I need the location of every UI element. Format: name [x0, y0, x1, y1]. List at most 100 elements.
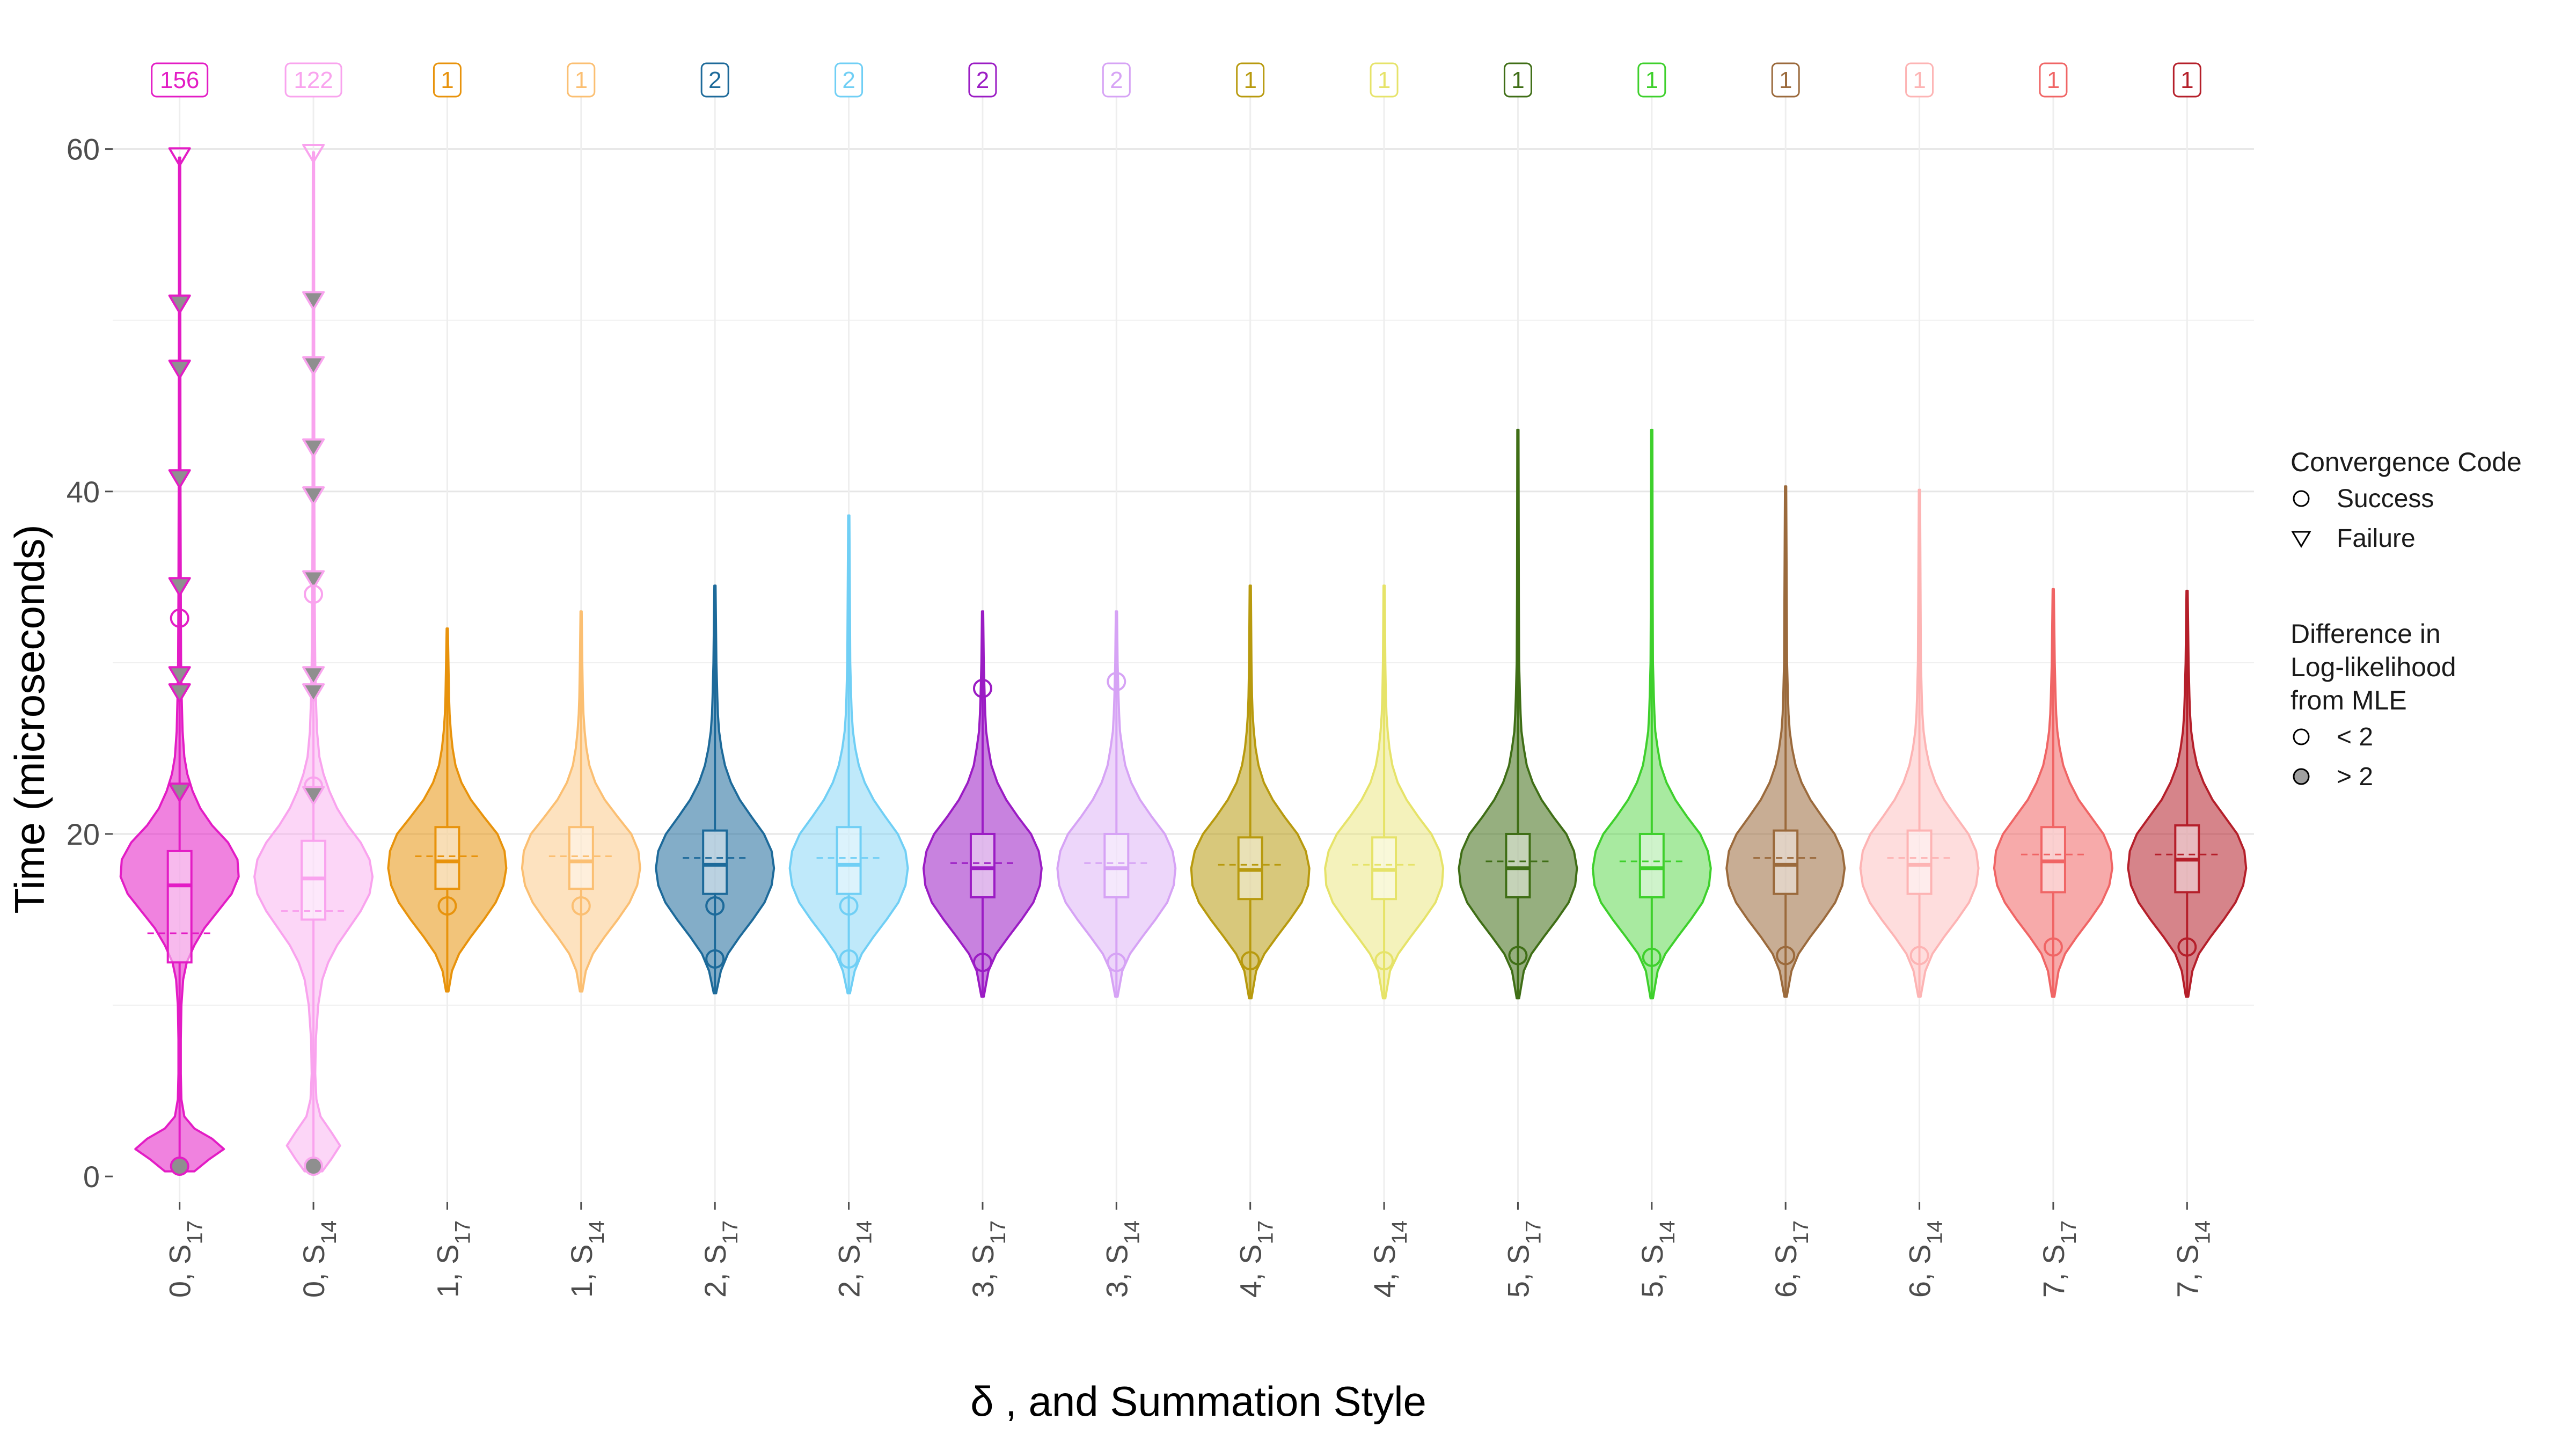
count-label: 1 [2047, 67, 2060, 93]
outlier-point [302, 486, 325, 506]
grid [113, 80, 2254, 1202]
count-badge [1236, 62, 1265, 98]
count-badge [2039, 62, 2068, 98]
x-tick-delta: 3, S [1100, 1245, 1133, 1298]
box [836, 826, 862, 895]
y-tick-label: 40 [67, 475, 100, 509]
x-tick-label: 3, S17 [966, 1220, 1010, 1298]
count-label: 1 [575, 67, 588, 93]
x-tick-label: 7, S14 [2170, 1220, 2214, 1298]
x-tick-style: 14 [1923, 1220, 1947, 1245]
outlier-point [302, 786, 325, 806]
x-tick-style: 14 [2191, 1220, 2214, 1245]
x-tick-label: 2, S17 [698, 1220, 742, 1298]
x-tick-style: 17 [1254, 1220, 1278, 1245]
x-tick-label: 5, S17 [1501, 1220, 1545, 1298]
legend-title-convergence: Convergence Code [2290, 447, 2522, 477]
outlier-point [302, 683, 325, 703]
x-tick-delta: 1, S [565, 1245, 598, 1298]
outlier-point [2177, 937, 2197, 957]
outlier-point [302, 570, 325, 590]
outlier-point [168, 683, 191, 703]
x-tick-label: 0, S14 [297, 1220, 341, 1298]
outlier-point [170, 608, 189, 628]
count-badge [1503, 62, 1532, 98]
outlier-point [1107, 953, 1126, 972]
count-labels: 156 122 1 1 2 2 2 2 1 1 1 1 1 1 1 1 [151, 62, 2201, 98]
outlier-point [1107, 671, 1126, 691]
open-circle-icon [2290, 723, 2331, 751]
count-label: 2 [976, 67, 989, 93]
filled-circle-icon [2290, 763, 2331, 791]
outlier-point [302, 356, 325, 376]
y-axis-title: Time (microseconds) [6, 524, 53, 913]
x-axis-title: δ , and Summation Style [970, 1378, 1426, 1425]
circle-icon [2290, 485, 2331, 513]
outlier-point [168, 147, 191, 167]
count-label: 1 [1511, 67, 1524, 93]
x-tick-label: 6, S17 [1769, 1220, 1813, 1298]
x-tick-delta: 7, S [2037, 1245, 2070, 1298]
x-tick-label: 1, S17 [430, 1220, 474, 1298]
y-tick-label: 60 [67, 133, 100, 166]
x-tick-style: 14 [853, 1220, 876, 1245]
count-badge [700, 62, 729, 98]
outlier-point [437, 896, 457, 916]
count-label: 2 [842, 67, 855, 93]
count-badge [968, 62, 997, 98]
x-tick-style: 14 [317, 1220, 341, 1245]
legend-label-failure: Failure [2337, 524, 2416, 553]
x-tick-label: 6, S14 [1903, 1220, 1947, 1298]
box [434, 826, 460, 890]
outlier-point [170, 1156, 189, 1176]
count-label: 1 [1779, 67, 1792, 93]
x-tick-style: 14 [1120, 1220, 1144, 1245]
outlier-point [839, 896, 859, 916]
outlier-point [302, 438, 325, 458]
outlier-point [1909, 946, 1929, 965]
outlier-point [1508, 946, 1528, 965]
outlier-point [972, 678, 992, 698]
count-label: 122 [294, 67, 333, 93]
legend-difference: Difference in Log-likelihood from MLE < … [2290, 617, 2456, 796]
x-tick-delta: 2, S [832, 1245, 866, 1298]
legend-label-less-than-2: < 2 [2337, 722, 2374, 751]
outlier-point [1776, 946, 1796, 965]
legend-item-success: Success [2290, 479, 2522, 518]
x-tick-style: 14 [1388, 1220, 1411, 1245]
x-tick-delta: 1, S [430, 1245, 464, 1298]
x-tick-delta: 4, S [1234, 1245, 1268, 1298]
outlier-point [168, 469, 191, 489]
outlier-point [571, 896, 591, 916]
legend-title-difference-line1: Difference in [2290, 619, 2441, 649]
count-badge [567, 62, 596, 98]
count-badge [1905, 62, 1934, 98]
outlier-point [302, 291, 325, 311]
outlier-point [168, 577, 191, 597]
count-label: 1 [1378, 67, 1391, 93]
outlier-point [1374, 951, 1394, 971]
box [1103, 832, 1130, 899]
x-tick-delta: 2, S [698, 1245, 732, 1298]
x-tick-delta: 6, S [1903, 1245, 1937, 1298]
count-badge [284, 62, 342, 98]
x-tick-style: 17 [1521, 1220, 1545, 1245]
count-badge [1102, 62, 1131, 98]
x-tick-style: 17 [1789, 1220, 1813, 1245]
box [1638, 832, 1665, 899]
x-tick-label: 4, S14 [1367, 1220, 1411, 1298]
count-badge [433, 62, 462, 98]
legend-title-difference-line3: from MLE [2290, 685, 2407, 715]
triangle-down-icon [2290, 524, 2331, 552]
outlier-point [168, 782, 191, 802]
count-badge [1370, 62, 1399, 98]
x-tick-delta: 3, S [966, 1245, 1000, 1298]
box [969, 832, 996, 899]
legend-item-less-than-2: < 2 [2290, 717, 2456, 757]
x-tick-delta: 7, S [2170, 1245, 2204, 1298]
x-tick-style: 14 [585, 1220, 609, 1245]
x-tick-style: 17 [451, 1220, 474, 1245]
box [1773, 829, 1799, 895]
x-tick-style: 17 [719, 1220, 742, 1245]
